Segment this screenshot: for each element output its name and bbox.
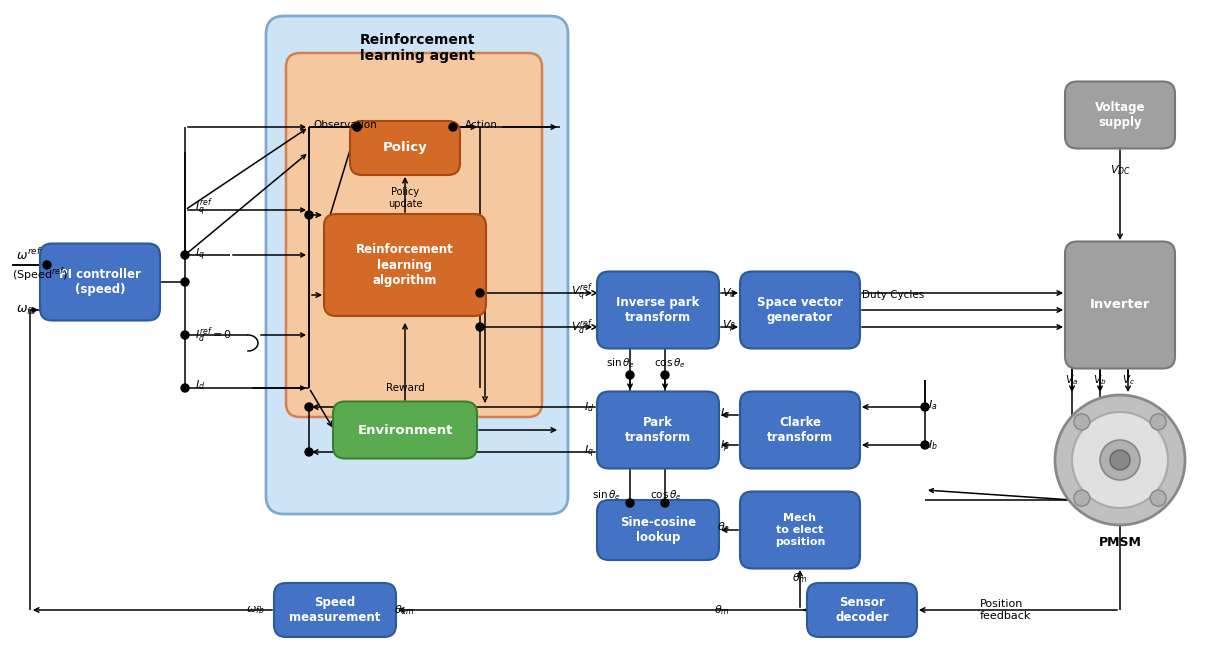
Text: $\cos\theta_e$: $\cos\theta_e$ <box>654 356 686 370</box>
Text: $I_q^{ref}$: $I_q^{ref}$ <box>196 197 212 219</box>
Circle shape <box>1074 490 1090 506</box>
Text: $I_d$: $I_d$ <box>196 378 205 392</box>
Text: Reinforcement
learning agent: Reinforcement learning agent <box>360 33 474 63</box>
Circle shape <box>1055 395 1185 525</box>
FancyBboxPatch shape <box>1065 241 1174 368</box>
FancyBboxPatch shape <box>266 16 568 514</box>
Text: Space vector
generator: Space vector generator <box>757 295 842 324</box>
Text: $V_\beta$: $V_\beta$ <box>722 318 736 335</box>
Text: PI controller
(speed): PI controller (speed) <box>59 268 141 296</box>
Text: Position
feedback: Position feedback <box>980 599 1031 620</box>
Circle shape <box>181 278 189 286</box>
Text: $I_d$: $I_d$ <box>584 400 594 414</box>
Text: $V_\alpha$: $V_\alpha$ <box>722 286 736 300</box>
Text: Policy
update: Policy update <box>387 187 422 209</box>
Text: $\sin\theta_e$: $\sin\theta_e$ <box>591 488 620 502</box>
FancyBboxPatch shape <box>1065 82 1174 149</box>
Text: $I_q$: $I_q$ <box>196 247 205 263</box>
Circle shape <box>1150 490 1166 506</box>
Circle shape <box>305 448 313 456</box>
Text: Observation: Observation <box>313 120 377 130</box>
Text: $I_\beta$: $I_\beta$ <box>721 439 730 455</box>
Text: $\theta_e$: $\theta_e$ <box>717 520 730 534</box>
FancyBboxPatch shape <box>274 583 396 637</box>
Circle shape <box>921 441 929 449</box>
Circle shape <box>1150 414 1166 430</box>
Text: $V_d^{ref}$: $V_d^{ref}$ <box>571 317 593 337</box>
Text: $\theta_m$: $\theta_m$ <box>715 603 730 617</box>
Circle shape <box>181 384 189 392</box>
Text: $I_q$: $I_q$ <box>584 443 594 460</box>
Text: Sine-cosine
lookup: Sine-cosine lookup <box>620 516 696 544</box>
Text: Reinforcement
learning
algorithm: Reinforcement learning algorithm <box>356 243 454 287</box>
Circle shape <box>352 123 361 131</box>
Circle shape <box>1100 440 1139 480</box>
Text: Mech
to elect
position: Mech to elect position <box>775 513 826 547</box>
Circle shape <box>1110 450 1130 470</box>
Text: $V_b$: $V_b$ <box>1094 373 1107 387</box>
FancyBboxPatch shape <box>323 214 486 316</box>
Text: (Speed$^{ref}$): (Speed$^{ref}$) <box>12 266 68 284</box>
Text: Voltage
supply: Voltage supply <box>1095 101 1145 129</box>
Text: $\omega^{ref}$: $\omega^{ref}$ <box>16 247 42 263</box>
Circle shape <box>626 499 634 507</box>
FancyBboxPatch shape <box>807 583 917 637</box>
Circle shape <box>626 371 634 379</box>
Text: Clarke
transform: Clarke transform <box>766 416 833 444</box>
Circle shape <box>921 403 929 411</box>
Text: $I_a$: $I_a$ <box>928 398 938 412</box>
Circle shape <box>661 371 669 379</box>
Text: Speed
measurement: Speed measurement <box>290 595 380 624</box>
Text: Inverter: Inverter <box>1090 299 1150 311</box>
Text: Environment: Environment <box>357 424 453 436</box>
Text: $V_{DC}$: $V_{DC}$ <box>1109 163 1131 177</box>
Text: $\omega_{fb}$: $\omega_{fb}$ <box>16 303 36 316</box>
Circle shape <box>43 261 51 269</box>
Circle shape <box>661 499 669 507</box>
Text: Inverse park
transform: Inverse park transform <box>617 295 700 324</box>
Text: $\omega_{fb}$: $\omega_{fb}$ <box>246 604 266 616</box>
FancyBboxPatch shape <box>740 392 861 468</box>
Text: Reward: Reward <box>385 383 425 393</box>
FancyBboxPatch shape <box>597 500 719 560</box>
Circle shape <box>181 251 189 259</box>
Circle shape <box>476 323 484 331</box>
Text: $V_a$: $V_a$ <box>1066 373 1079 387</box>
FancyBboxPatch shape <box>286 53 542 417</box>
Circle shape <box>449 123 457 131</box>
Text: $I_d^{ref}=0$: $I_d^{ref}=0$ <box>196 325 232 345</box>
Circle shape <box>305 403 313 411</box>
Text: Duty Cycles: Duty Cycles <box>862 290 925 300</box>
FancyBboxPatch shape <box>740 492 861 569</box>
FancyBboxPatch shape <box>333 401 477 459</box>
FancyBboxPatch shape <box>597 272 719 349</box>
Text: Policy: Policy <box>383 141 427 155</box>
Text: Sensor
decoder: Sensor decoder <box>835 595 888 624</box>
FancyBboxPatch shape <box>597 392 719 468</box>
Text: $I_\alpha$: $I_\alpha$ <box>721 406 730 420</box>
Text: Action: Action <box>465 120 498 130</box>
Text: $\cos\theta_e$: $\cos\theta_e$ <box>651 488 682 502</box>
Circle shape <box>476 289 484 297</box>
Circle shape <box>352 123 361 131</box>
Text: $V_q^{ref}$: $V_q^{ref}$ <box>571 282 593 304</box>
FancyBboxPatch shape <box>40 243 161 320</box>
Circle shape <box>181 331 189 339</box>
Text: $\theta_m$: $\theta_m$ <box>792 571 807 585</box>
Text: PMSM: PMSM <box>1098 536 1142 549</box>
Text: $V_c$: $V_c$ <box>1121 373 1135 387</box>
FancyBboxPatch shape <box>350 121 460 175</box>
Circle shape <box>305 211 313 219</box>
Circle shape <box>1072 412 1168 508</box>
Text: Park
transform: Park transform <box>625 416 692 444</box>
Text: $\theta_{em}$: $\theta_{em}$ <box>395 603 415 617</box>
Text: $\sin\theta_e$: $\sin\theta_e$ <box>606 356 636 370</box>
FancyBboxPatch shape <box>740 272 861 349</box>
Circle shape <box>1074 414 1090 430</box>
Text: $I_b$: $I_b$ <box>928 438 938 452</box>
